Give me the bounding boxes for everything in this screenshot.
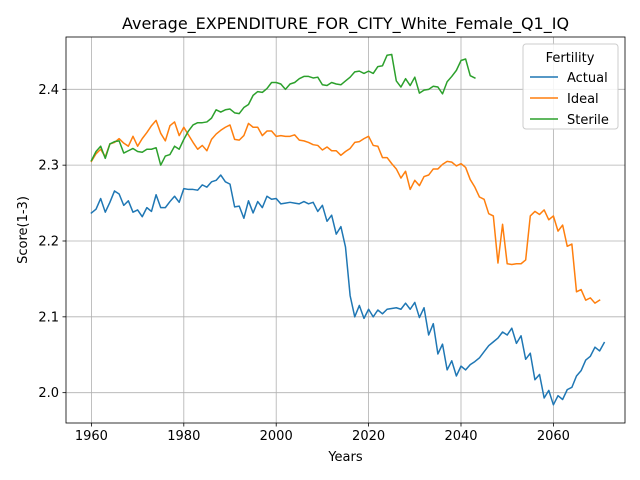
x-tick-label: 1980 [167, 429, 200, 444]
x-tick-label: 1960 [75, 429, 108, 444]
y-tick-label: 2.4 [38, 83, 59, 98]
series-line-ideal [90, 119, 601, 304]
x-tick-label: 2020 [352, 429, 385, 444]
y-tick-label: 2.2 [38, 234, 59, 249]
legend-label-ideal: Ideal [567, 92, 599, 107]
legend-box [522, 43, 619, 130]
legend-title: Fertility [546, 51, 595, 66]
chart-title: Average_EXPENDITURE_FOR_CITY_White_Femal… [122, 14, 569, 34]
y-tick-label: 2.1 [38, 310, 59, 325]
legend-label-sterile: Sterile [567, 113, 609, 128]
y-tick-label: 2.0 [38, 386, 59, 401]
y-tick-label: 2.3 [38, 159, 59, 174]
legend-items: Actual Ideal Sterile [530, 71, 609, 128]
y-axis-ticks: 2.0 2.1 2.2 2.3 2.4 [38, 83, 66, 401]
y-axis-label: Score(1-3) [16, 196, 31, 264]
legend-label-actual: Actual [567, 71, 608, 86]
plot-frame [65, 36, 626, 424]
x-tick-label: 2040 [444, 429, 477, 444]
x-axis-label: Years [327, 450, 363, 465]
series-line-actual [90, 174, 606, 406]
legend: Fertility Actual Ideal Sterile [522, 43, 619, 130]
x-axis-ticks: 1960 1980 2000 2020 2040 2060 [75, 423, 570, 444]
series-line-sterile [90, 53, 476, 166]
series-group [90, 53, 606, 406]
x-tick-label: 2060 [537, 429, 570, 444]
x-tick-label: 2000 [260, 429, 293, 444]
